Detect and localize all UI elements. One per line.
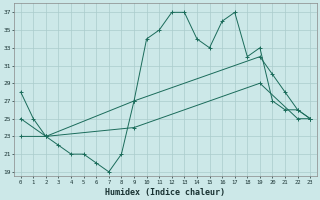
- X-axis label: Humidex (Indice chaleur): Humidex (Indice chaleur): [106, 188, 226, 197]
